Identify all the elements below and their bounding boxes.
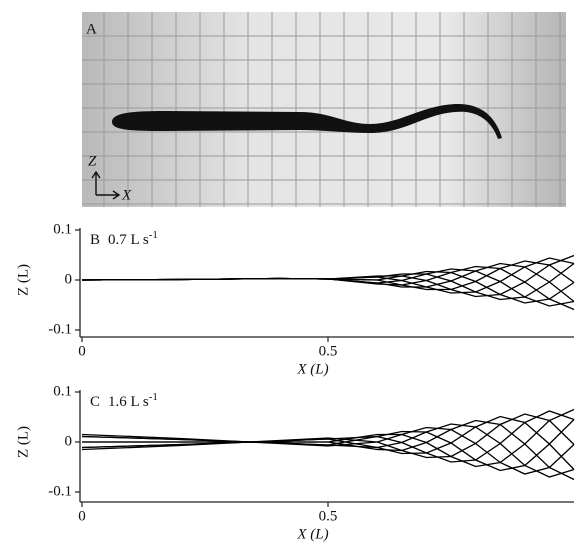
chart-title: C 1.6 L s-1 — [90, 391, 158, 411]
eel — [112, 103, 502, 139]
curve — [81, 413, 575, 459]
z-axis-label: Z — [88, 153, 97, 169]
photo-grid — [82, 12, 566, 207]
y-axis-title: Z (L) — [15, 264, 31, 296]
curve — [81, 254, 575, 298]
y-tick-label: 0.1 — [53, 383, 72, 399]
curve — [81, 262, 575, 301]
curve — [82, 408, 575, 468]
y-tick-label: -0.1 — [48, 321, 72, 337]
x-axis-title: X (L) — [296, 361, 328, 377]
curve — [81, 410, 575, 463]
speed-exponent: -1 — [149, 229, 158, 241]
curve — [81, 423, 575, 478]
y-tick-label: 0 — [65, 271, 73, 287]
x-tick-label: 0.5 — [319, 343, 338, 359]
chart: -0.1 0 0.1 0 0.5 X (L) Z (L) C 1.6 L s-1 — [15, 383, 575, 542]
x-axis-label: X — [121, 187, 132, 203]
y-tick-label: 0.1 — [53, 221, 72, 237]
panel-label: C — [90, 394, 100, 410]
photo-panel: A Z X — [82, 12, 566, 207]
curve — [81, 419, 575, 472]
x-axis-title: X (L) — [296, 526, 328, 542]
curve — [81, 260, 575, 291]
y-tick-label: -0.1 — [48, 483, 72, 499]
curve — [81, 265, 575, 311]
speed-label: 0.7 L s — [108, 232, 149, 248]
y-tick-label: 0 — [65, 433, 73, 449]
panel-label: A — [86, 21, 97, 37]
chart: -0.1 0 0.1 0 0.5 X (L) Z (L) B 0.7 L s-1 — [15, 221, 575, 377]
axes-arrows — [91, 170, 121, 200]
curve — [81, 268, 575, 307]
speed-exponent: -1 — [149, 391, 158, 403]
curve — [81, 426, 575, 475]
x-tick-label: 0.5 — [319, 508, 338, 524]
panel-label: B — [90, 232, 100, 248]
chart-title: B 0.7 L s-1 — [90, 229, 158, 249]
photo-background — [82, 12, 566, 207]
y-axis-title: Z (L) — [15, 426, 31, 458]
curve — [81, 270, 575, 304]
speed-label: 1.6 L s — [108, 394, 149, 410]
x-tick-label: 0 — [78, 343, 86, 359]
x-tick-label: 0 — [78, 508, 86, 524]
